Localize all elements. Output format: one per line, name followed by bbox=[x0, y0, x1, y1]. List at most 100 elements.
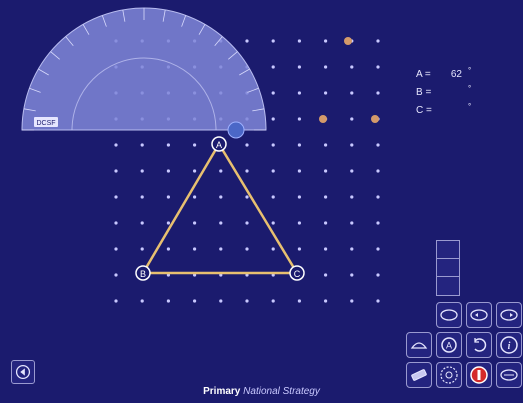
grid-peg[interactable] bbox=[166, 195, 170, 199]
grid-peg[interactable] bbox=[324, 169, 328, 173]
grid-peg[interactable] bbox=[324, 195, 328, 199]
info-button[interactable]: i bbox=[496, 332, 522, 358]
grid-peg[interactable] bbox=[297, 169, 301, 173]
grid-peg[interactable] bbox=[245, 221, 249, 225]
stack-slot[interactable] bbox=[437, 277, 459, 295]
label-button[interactable]: A bbox=[436, 332, 462, 358]
highlight-peg[interactable] bbox=[371, 115, 379, 123]
grid-peg[interactable] bbox=[350, 91, 354, 95]
vertex-a[interactable]: A bbox=[211, 136, 227, 152]
grid-peg[interactable] bbox=[376, 299, 380, 303]
grid-peg[interactable] bbox=[324, 273, 328, 277]
grid-peg[interactable] bbox=[376, 143, 380, 147]
grid-peg[interactable] bbox=[114, 195, 118, 199]
grid-peg[interactable] bbox=[166, 169, 170, 173]
grid-peg[interactable] bbox=[297, 195, 301, 199]
grid-peg[interactable] bbox=[324, 221, 328, 225]
stack-slot[interactable] bbox=[437, 259, 459, 277]
vertex-b[interactable]: B bbox=[135, 265, 151, 281]
eraser-button[interactable] bbox=[406, 362, 432, 388]
grid-peg[interactable] bbox=[350, 143, 354, 147]
grid-peg[interactable] bbox=[297, 39, 301, 43]
rotate-button[interactable] bbox=[466, 332, 492, 358]
grid-peg[interactable] bbox=[271, 169, 275, 173]
shape-stack-panel[interactable] bbox=[436, 240, 460, 296]
grid-peg[interactable] bbox=[350, 221, 354, 225]
grid-peg[interactable] bbox=[245, 247, 249, 251]
highlight-peg[interactable] bbox=[319, 115, 327, 123]
grid-peg[interactable] bbox=[324, 299, 328, 303]
grid-peg[interactable] bbox=[166, 143, 170, 147]
grid-peg[interactable] bbox=[219, 299, 223, 303]
grid-peg[interactable] bbox=[350, 299, 354, 303]
protractor-button[interactable] bbox=[436, 362, 462, 388]
grid-peg[interactable] bbox=[350, 117, 354, 121]
grid-peg[interactable] bbox=[324, 65, 328, 69]
grid-peg[interactable] bbox=[297, 65, 301, 69]
grid-peg[interactable] bbox=[376, 65, 380, 69]
redo-button[interactable] bbox=[496, 302, 522, 328]
grid-peg[interactable] bbox=[376, 91, 380, 95]
grid-peg[interactable] bbox=[350, 169, 354, 173]
grid-peg[interactable] bbox=[271, 195, 275, 199]
grid-peg[interactable] bbox=[297, 247, 301, 251]
back-button[interactable] bbox=[11, 360, 35, 384]
grid-peg[interactable] bbox=[271, 117, 275, 121]
grid-peg[interactable] bbox=[324, 143, 328, 147]
grid-peg[interactable] bbox=[166, 247, 170, 251]
grid-peg[interactable] bbox=[140, 247, 144, 251]
grid-peg[interactable] bbox=[140, 169, 144, 173]
grid-peg[interactable] bbox=[271, 39, 275, 43]
grid-peg[interactable] bbox=[193, 195, 197, 199]
grid-peg[interactable] bbox=[324, 91, 328, 95]
grid-peg[interactable] bbox=[376, 221, 380, 225]
grid-peg[interactable] bbox=[350, 247, 354, 251]
vertex-c[interactable]: C bbox=[289, 265, 305, 281]
grid-peg[interactable] bbox=[245, 39, 249, 43]
grid-peg[interactable] bbox=[324, 247, 328, 251]
grid-peg[interactable] bbox=[271, 143, 275, 147]
grid-peg[interactable] bbox=[193, 169, 197, 173]
grid-peg[interactable] bbox=[350, 195, 354, 199]
grid-peg[interactable] bbox=[271, 65, 275, 69]
undo-button[interactable] bbox=[466, 302, 492, 328]
grid-peg[interactable] bbox=[297, 299, 301, 303]
grid-peg[interactable] bbox=[245, 143, 249, 147]
grid-peg[interactable] bbox=[114, 247, 118, 251]
grid-peg[interactable] bbox=[114, 299, 118, 303]
grid-peg[interactable] bbox=[350, 65, 354, 69]
grid-peg[interactable] bbox=[324, 39, 328, 43]
grid-peg[interactable] bbox=[193, 221, 197, 225]
grid-peg[interactable] bbox=[114, 221, 118, 225]
protractor[interactable]: DCSF bbox=[21, 7, 267, 139]
grid-peg[interactable] bbox=[376, 273, 380, 277]
grid-peg[interactable] bbox=[245, 195, 249, 199]
grid-button[interactable] bbox=[406, 332, 432, 358]
grid-peg[interactable] bbox=[140, 299, 144, 303]
grid-peg[interactable] bbox=[219, 221, 223, 225]
grid-peg[interactable] bbox=[166, 299, 170, 303]
stack-slot[interactable] bbox=[437, 241, 459, 259]
grid-peg[interactable] bbox=[376, 39, 380, 43]
grid-peg[interactable] bbox=[297, 143, 301, 147]
grid-peg[interactable] bbox=[376, 195, 380, 199]
clear-button[interactable] bbox=[436, 302, 462, 328]
grid-peg[interactable] bbox=[114, 143, 118, 147]
grid-peg[interactable] bbox=[140, 221, 144, 225]
grid-peg[interactable] bbox=[245, 169, 249, 173]
stop-button[interactable] bbox=[466, 362, 492, 388]
grid-peg[interactable] bbox=[271, 91, 275, 95]
grid-peg[interactable] bbox=[219, 169, 223, 173]
grid-peg[interactable] bbox=[376, 169, 380, 173]
grid-peg[interactable] bbox=[219, 195, 223, 199]
grid-peg[interactable] bbox=[350, 273, 354, 277]
grid-peg[interactable] bbox=[166, 221, 170, 225]
grid-peg[interactable] bbox=[114, 273, 118, 277]
highlight-peg[interactable] bbox=[344, 37, 352, 45]
grid-peg[interactable] bbox=[193, 143, 197, 147]
measure-button[interactable] bbox=[496, 362, 522, 388]
grid-peg[interactable] bbox=[376, 247, 380, 251]
grid-peg[interactable] bbox=[297, 117, 301, 121]
grid-peg[interactable] bbox=[297, 91, 301, 95]
